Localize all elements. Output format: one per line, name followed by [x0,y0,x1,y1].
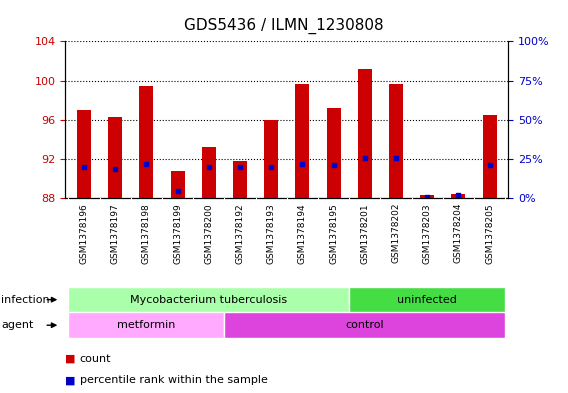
Text: percentile rank within the sample: percentile rank within the sample [80,375,268,385]
Text: Mycobacterium tuberculosis: Mycobacterium tuberculosis [130,295,287,305]
Bar [108,117,122,198]
Text: GSM1378193: GSM1378193 [267,203,275,264]
Text: uninfected: uninfected [397,295,457,305]
Bar [295,83,310,198]
Text: GSM1378197: GSM1378197 [111,203,120,264]
Text: GSM1378192: GSM1378192 [236,203,245,264]
Text: ■: ■ [65,375,76,385]
Point [485,162,494,169]
Point [80,164,89,170]
Text: GSM1378195: GSM1378195 [329,203,338,264]
Point [267,164,276,170]
Point [423,194,432,200]
Point [142,161,151,167]
Bar [349,287,506,312]
Bar [420,195,435,198]
Text: GSM1378202: GSM1378202 [391,203,400,263]
Bar [483,115,496,198]
Point [204,164,214,170]
Text: count: count [80,354,111,364]
Text: GSM1378200: GSM1378200 [204,203,214,264]
Point [111,165,120,172]
Text: GSM1378204: GSM1378204 [454,203,463,263]
Text: GDS5436 / ILMN_1230808: GDS5436 / ILMN_1230808 [184,18,384,34]
Text: GSM1378201: GSM1378201 [360,203,369,264]
Point [236,164,245,170]
Text: GSM1378205: GSM1378205 [485,203,494,264]
Point [329,162,338,169]
Point [298,161,307,167]
Bar [139,86,153,198]
Text: GSM1378198: GSM1378198 [142,203,151,264]
Text: agent: agent [1,320,34,330]
Bar [202,147,216,198]
Point [360,154,369,161]
Bar [233,161,247,198]
Point [391,154,400,161]
Bar [68,287,349,312]
Text: GSM1378203: GSM1378203 [423,203,432,264]
Text: metformin: metformin [117,320,176,330]
Text: ■: ■ [65,354,76,364]
Bar [389,84,403,198]
Bar [264,120,278,198]
Text: control: control [345,320,384,330]
Bar [224,312,506,338]
Text: GSM1378194: GSM1378194 [298,203,307,264]
Text: GSM1378196: GSM1378196 [80,203,89,264]
Bar [452,194,465,198]
Bar [77,110,91,198]
Point [173,187,182,194]
Bar [327,108,341,198]
Bar [358,69,372,198]
Point [454,192,463,198]
Text: infection: infection [1,295,50,305]
Bar [170,171,185,198]
Text: GSM1378199: GSM1378199 [173,203,182,264]
Bar [68,312,224,338]
